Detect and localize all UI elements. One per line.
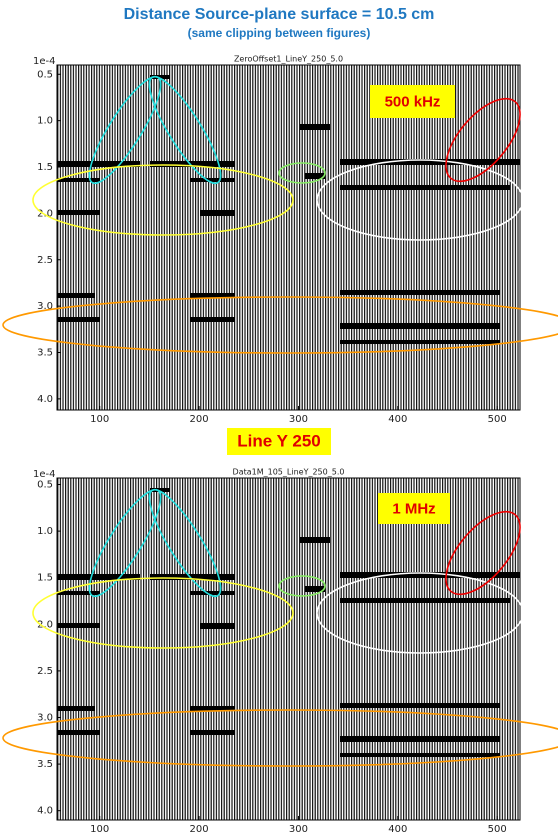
reflector-band — [190, 591, 235, 595]
x-tick-label: 400 — [388, 414, 407, 425]
annotation-box — [378, 493, 450, 524]
separator-label: Line Y 250 — [237, 431, 320, 450]
reflector-band — [57, 178, 100, 182]
y-tick-label: 2.5 — [37, 255, 53, 266]
annotation-box — [370, 85, 455, 118]
reflector-band — [150, 574, 235, 580]
x-tick-label: 300 — [289, 824, 308, 835]
y-tick-label: 4.0 — [37, 394, 53, 405]
chart-title: Data1M_105_LineY_250_5.0 — [233, 468, 345, 477]
reflector-band — [305, 586, 325, 592]
reflector-band — [57, 623, 100, 628]
y-tick-label: 1.0 — [37, 526, 53, 537]
highlight-ellipse — [32, 164, 294, 236]
reflector-band — [190, 317, 235, 322]
x-tick-label: 500 — [488, 824, 507, 835]
annotation: 500 kHz — [385, 93, 441, 110]
y-tick-label: 1.5 — [37, 162, 53, 173]
y-tick-label: 3.0 — [37, 712, 53, 723]
reflector-band — [190, 706, 235, 711]
reflector-band — [190, 293, 235, 298]
x-tick-label: 400 — [388, 824, 407, 835]
highlight-ellipse — [148, 75, 222, 185]
reflector-band — [150, 75, 170, 79]
reflector-band — [57, 574, 140, 580]
reflector-band — [190, 730, 235, 735]
y-offset-label: 1e-4 — [33, 56, 56, 67]
highlight-ellipse — [148, 488, 222, 598]
reflector-band — [305, 173, 325, 179]
highlight-ellipse — [316, 159, 524, 241]
y-tick-label: 4.0 — [37, 806, 53, 817]
highlight-ellipse — [278, 575, 326, 597]
y-tick-label: 2.5 — [37, 666, 53, 677]
reflector-band — [150, 488, 170, 492]
reflector-band — [340, 185, 510, 190]
highlight-ellipse — [2, 709, 558, 767]
x-tick-label: 200 — [190, 824, 209, 835]
x-tick-label: 100 — [90, 824, 109, 835]
plot-frame — [56, 64, 521, 411]
reflector-band — [200, 210, 235, 216]
reflector-band — [57, 293, 95, 298]
chart-title: ZeroOffset1_LineY_250_5.0 — [234, 55, 343, 64]
separator-box — [227, 428, 331, 455]
x-tick-label: 300 — [289, 414, 308, 425]
reflector-band — [150, 161, 235, 167]
reflector-band — [340, 703, 500, 708]
highlight-ellipse — [278, 162, 326, 184]
y-tick-label: 2.0 — [37, 619, 53, 630]
y-offset-label: 1e-4 — [33, 469, 56, 480]
reflector-band — [340, 736, 500, 742]
x-tick-label: 100 — [90, 414, 109, 425]
reflector-band — [57, 161, 140, 167]
y-tick-label: 0.5 — [37, 69, 53, 80]
highlight-ellipse — [2, 296, 558, 354]
x-tick-label: 500 — [488, 414, 507, 425]
y-tick-label: 1.5 — [37, 573, 53, 584]
reflector-band — [300, 124, 330, 130]
reflector-band — [340, 572, 520, 578]
annotation: 1 MHz — [392, 500, 435, 517]
highlight-ellipse — [445, 510, 521, 596]
reflector-band — [340, 753, 500, 757]
reflector-band — [57, 730, 100, 735]
reflector-band — [57, 210, 100, 215]
plot-area — [57, 478, 520, 820]
x-tick-label: 200 — [190, 414, 209, 425]
reflector-band — [340, 290, 500, 295]
y-tick-label: 1.0 — [37, 116, 53, 127]
reflector-band — [57, 317, 100, 322]
reflector-band — [340, 323, 500, 329]
figure-subtitle: (same clipping between figures) — [188, 26, 371, 40]
reflector-band — [340, 340, 500, 344]
highlight-ellipse — [445, 97, 521, 183]
highlight-ellipse — [316, 572, 524, 654]
reflector-band — [200, 623, 235, 629]
reflector-band — [57, 591, 100, 595]
y-tick-label: 3.5 — [37, 348, 53, 359]
plot-frame — [56, 477, 521, 821]
reflector-band — [190, 178, 235, 182]
y-tick-label: 3.5 — [37, 759, 53, 770]
reflector-band — [57, 706, 95, 711]
reflector-band — [340, 598, 510, 603]
highlight-ellipse — [32, 577, 294, 649]
reflector-band — [300, 537, 330, 543]
figure-title: Distance Source-plane surface = 10.5 cm — [124, 6, 435, 23]
y-tick-label: 0.5 — [37, 480, 53, 491]
y-tick-label: 3.0 — [37, 301, 53, 312]
reflector-band — [340, 159, 520, 165]
